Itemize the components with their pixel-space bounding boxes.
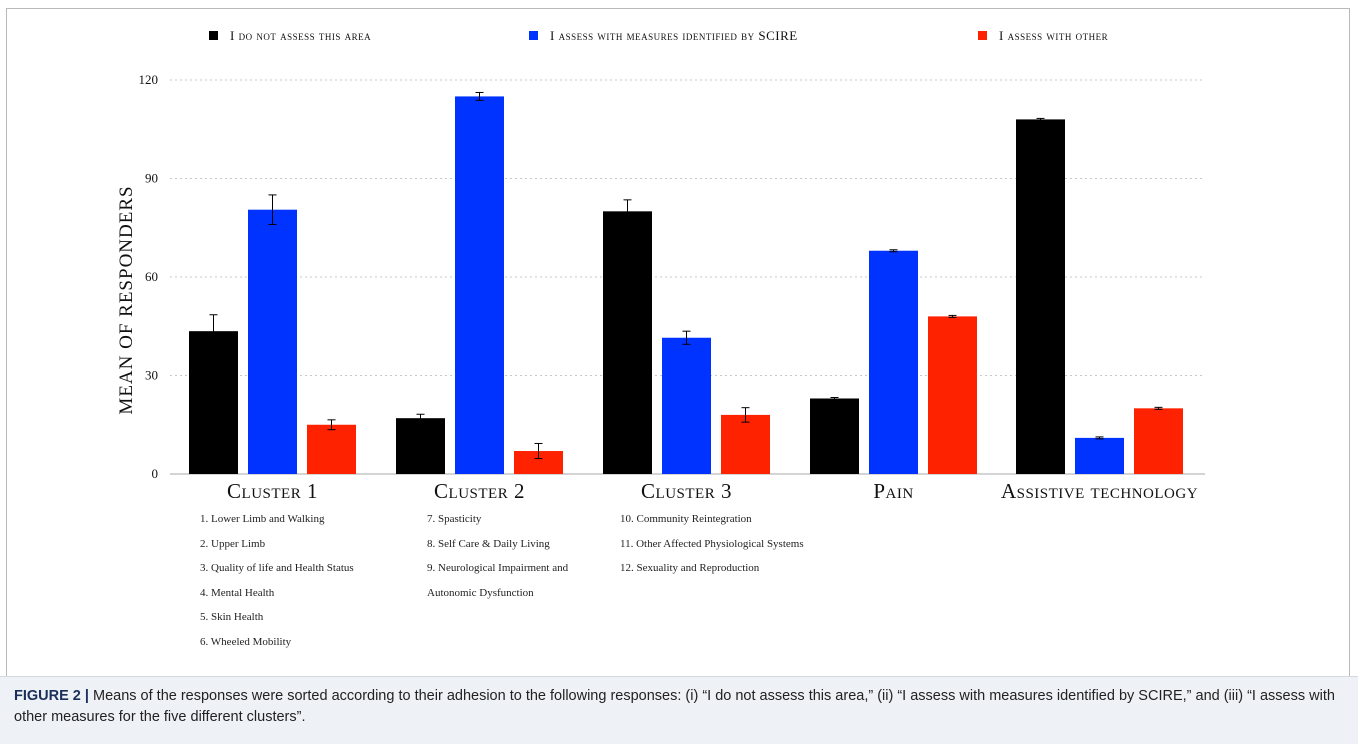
cluster-2-items: 7. Spasticity 8. Self Care & Daily Livin… <box>427 512 568 610</box>
cluster-item: 12. Sexuality and Reproduction <box>620 562 760 574</box>
bar <box>662 337 711 474</box>
bar <box>928 316 977 474</box>
caption-body: Means of the responses were sorted accor… <box>14 688 1335 725</box>
caption-label: FIGURE 2 | <box>14 688 89 704</box>
bar <box>455 96 504 475</box>
cluster-item: 9. Neurological Impairment and <box>427 562 569 574</box>
legend-swatch-other <box>978 31 987 40</box>
bar <box>869 250 918 474</box>
bar <box>514 451 563 474</box>
cluster-1-items: 1. Lower Limb and Walking 2. Upper Limb … <box>200 512 354 659</box>
error-bars <box>209 91 1163 460</box>
cluster-item: 7. Spasticity <box>427 513 482 525</box>
y-tick-label: 90 <box>145 171 158 186</box>
category-label: Pain <box>873 479 913 503</box>
cluster-item: 5. Skin Health <box>200 611 264 623</box>
bar-chart: I do not assess this area I assess with … <box>116 28 1205 503</box>
cluster-item: Autonomic Dysfunction <box>427 586 534 599</box>
category-label: Cluster 3 <box>641 479 732 503</box>
cluster-item: 8. Self Care & Daily Living <box>427 537 550 550</box>
bar <box>396 418 445 474</box>
category-label: Cluster 2 <box>434 479 525 503</box>
x-category-labels: Cluster 1 Cluster 2 Cluster 3 Pain Assistive… <box>227 479 1198 503</box>
legend-swatch-scire <box>529 31 538 40</box>
y-tick-labels: 0 30 60 90 120 <box>139 72 159 481</box>
y-tick-label: 30 <box>145 368 158 383</box>
legend-label-other: I assess with other <box>999 28 1108 43</box>
category-label: Assistive technology <box>1001 479 1198 503</box>
cluster-item: 2. Upper Limb <box>200 537 266 550</box>
cluster-item: 3. Quality of life and Health Status <box>200 562 354 574</box>
bar <box>189 331 238 474</box>
bar <box>248 209 297 475</box>
legend: I do not assess this area I assess with … <box>209 28 1108 43</box>
y-tick-label: 120 <box>139 72 159 87</box>
cluster-item: 1. Lower Limb and Walking <box>200 513 325 525</box>
category-label: Cluster 1 <box>227 479 318 503</box>
bar <box>1075 437 1124 474</box>
y-tick-label: 60 <box>145 269 158 284</box>
bar <box>1134 408 1183 474</box>
cluster-3-items: 10. Community Reintegration 11. Other Af… <box>620 512 804 586</box>
bar <box>603 211 652 475</box>
bar <box>307 424 356 474</box>
bar <box>721 414 770 474</box>
bar <box>810 398 859 474</box>
y-tick-label: 0 <box>152 466 159 481</box>
caption-text: FIGURE 2 | Means of the responses were s… <box>14 686 1344 728</box>
bars <box>189 96 1183 475</box>
y-axis-label: MEAN OF RESPONDERS <box>116 185 137 414</box>
legend-swatch-not-assess <box>209 31 218 40</box>
figure-caption: FIGURE 2 | Means of the responses were s… <box>0 676 1358 744</box>
cluster-item: 10. Community Reintegration <box>620 513 752 525</box>
legend-label-scire: I assess with measures identified by SCI… <box>550 28 798 43</box>
cluster-item: 4. Mental Health <box>200 586 275 599</box>
legend-label-not-assess: I do not assess this area <box>230 28 371 43</box>
bar <box>1016 119 1065 475</box>
cluster-item: 11. Other Affected Physiological Systems <box>620 537 804 550</box>
cluster-item: 6. Wheeled Mobility <box>200 635 292 648</box>
